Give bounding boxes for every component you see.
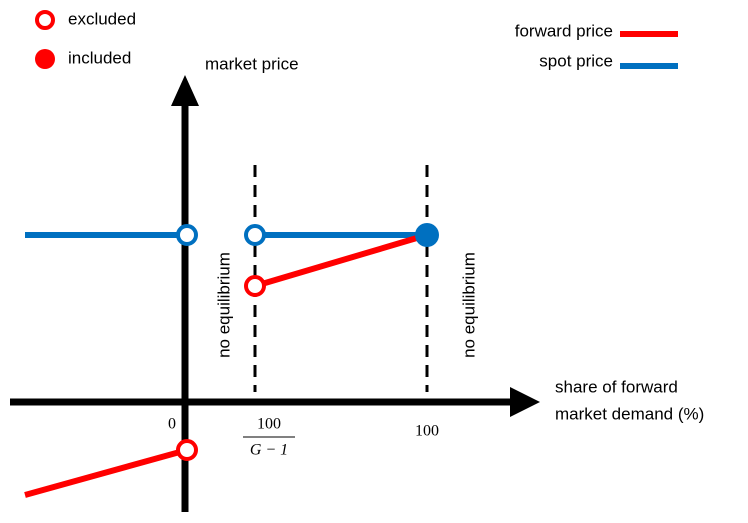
- included-marker: [35, 49, 55, 69]
- forward-line: [24, 447, 188, 498]
- y-arrow: [171, 75, 199, 106]
- included-point: [415, 223, 439, 247]
- forward-line: [254, 232, 428, 289]
- excluded-point: [244, 224, 266, 246]
- legend-forward: forward price: [515, 21, 613, 40]
- no-equilibrium: no equilibrium: [459, 252, 478, 358]
- x-axis-label: market demand (%): [555, 404, 704, 423]
- excluded-point: [244, 275, 266, 297]
- x-arrow: [510, 387, 540, 417]
- excluded-point: [176, 224, 198, 246]
- tick-label: 0: [168, 416, 176, 433]
- y-axis-label: market price: [205, 54, 299, 73]
- no-equilibrium: no equilibrium: [214, 252, 233, 358]
- tick-label: 100: [257, 416, 281, 433]
- tick-label: 100: [415, 423, 439, 440]
- legend-spot: spot price: [539, 51, 613, 70]
- excluded-marker: [35, 10, 55, 30]
- tick-label: G − 1: [250, 442, 288, 459]
- excluded-point: [176, 439, 198, 461]
- x-axis-label: share of forward: [555, 377, 678, 396]
- legend-excluded: excluded: [68, 9, 136, 28]
- legend-included: included: [68, 48, 131, 67]
